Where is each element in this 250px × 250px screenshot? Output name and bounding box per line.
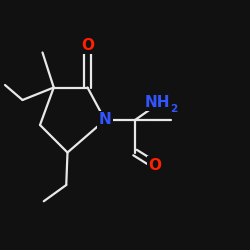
Text: N: N [98, 112, 112, 128]
Text: O: O [81, 38, 94, 52]
Text: NH: NH [145, 95, 170, 110]
Text: 2: 2 [170, 104, 177, 115]
Text: O: O [148, 158, 162, 172]
